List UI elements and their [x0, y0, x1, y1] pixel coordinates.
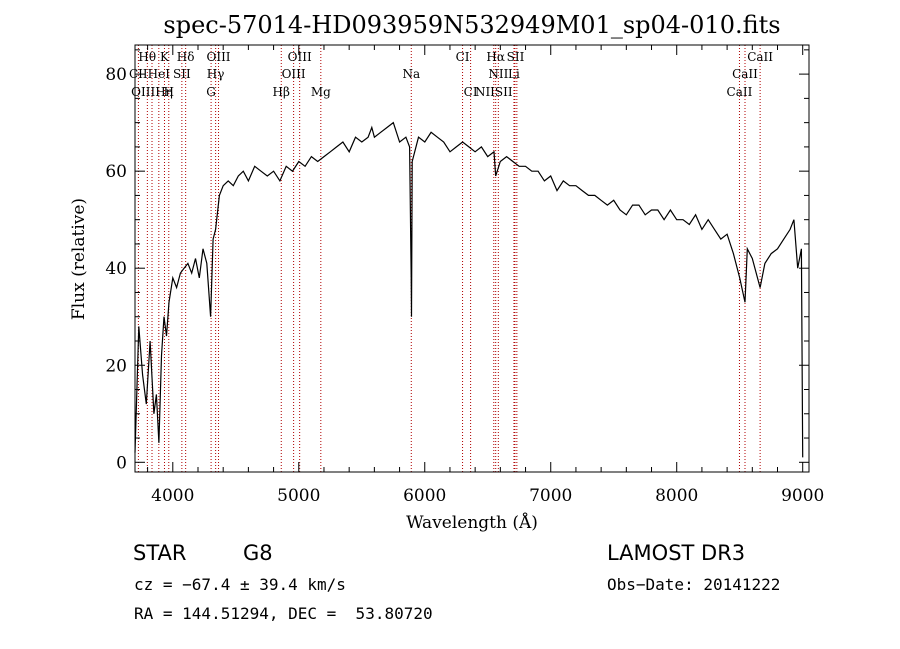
line-marker-label: SII — [173, 67, 191, 81]
line-marker-label: NIISII — [475, 85, 513, 99]
line-marker-label: K — [160, 50, 170, 64]
line-marker-label: OIII — [206, 50, 230, 64]
line-marker-label: Hβ — [273, 85, 290, 99]
chart-title: spec-57014-HD093959N532949M01_sp04-010.f… — [163, 11, 780, 39]
y-tick-label: 80 — [105, 65, 127, 85]
plot-frame — [134, 44, 810, 473]
x-tick-label: 8000 — [655, 486, 698, 506]
subclass-label: G8 — [243, 541, 273, 565]
class-label: STAR — [133, 541, 187, 565]
line-marker-label: HeI — [148, 67, 171, 81]
line-marker-label: CaII — [732, 67, 758, 81]
y-tick-label: 40 — [105, 259, 127, 279]
x-tick-label: 7000 — [529, 486, 572, 506]
line-marker-label: Hθ — [138, 50, 156, 64]
spectrum-series — [134, 121, 804, 458]
line-marker-label: SII — [507, 50, 525, 64]
line-marker-label: G — [206, 85, 216, 99]
line-marker-label: CI — [464, 85, 478, 99]
y-tick-label: 0 — [116, 453, 127, 473]
x-axis-label: Wavelength (Å) — [406, 512, 538, 533]
line-marker-label: OIIIHη — [131, 85, 173, 99]
line-marker-label: Na — [402, 67, 420, 81]
line-marker-label: CaII — [727, 85, 753, 99]
line-marker-label: OIII — [288, 50, 312, 64]
survey-label: LAMOST DR3 — [607, 541, 746, 565]
y-tick-label: 60 — [105, 162, 127, 182]
line-marker-label: CaII — [747, 50, 773, 64]
line-marker-label: Hδ — [177, 50, 195, 64]
line-marker-label: Li — [508, 67, 520, 81]
line-marker-label: CI — [456, 50, 470, 64]
y-axis-label: Flux (relative) — [69, 198, 89, 320]
x-tick-label: 5000 — [277, 486, 320, 506]
spectrum-line — [134, 121, 804, 458]
line-marker-label: Mg — [311, 85, 331, 99]
line-marker-label: OIII — [282, 67, 306, 81]
axes: 4000 5000 6000 7000 8000 9000 0 20 40 60 80 — [105, 45, 824, 506]
line-marker-label: H — [164, 85, 174, 99]
line-marker-label: Hγ — [207, 67, 225, 81]
x-tick-label: 4000 — [151, 486, 194, 506]
y-tick-label: 20 — [105, 356, 127, 376]
cz-label: cz = −67.4 ± 39.4 km/s — [134, 575, 346, 594]
line-marker-label: Hα — [486, 50, 505, 64]
line-marker-label: NII — [488, 67, 508, 81]
obs-date-label: Obs−Date: 20141222 — [607, 575, 781, 594]
x-tick-label: 6000 — [403, 486, 446, 506]
coords-label: RA = 144.51294, DEC = 53.80720 — [134, 604, 433, 623]
x-tick-label: 9000 — [781, 486, 824, 506]
